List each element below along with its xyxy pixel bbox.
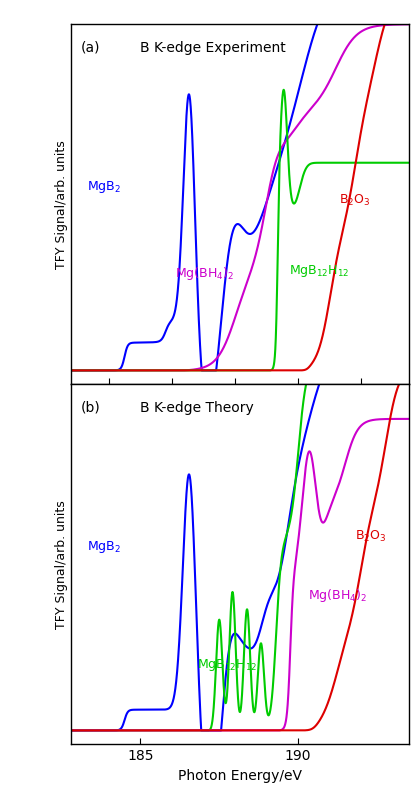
Text: B$_2$O$_3$: B$_2$O$_3$ [339, 193, 371, 209]
X-axis label: Photon Energy/eV: Photon Energy/eV [178, 769, 302, 782]
Text: MgB$_{12}$H$_{12}$: MgB$_{12}$H$_{12}$ [197, 657, 258, 673]
Text: MgB$_2$: MgB$_2$ [87, 540, 121, 556]
Text: Mg(BH$_4$)$_2$: Mg(BH$_4$)$_2$ [175, 265, 234, 282]
Text: MgB$_2$: MgB$_2$ [87, 180, 121, 196]
Text: Mg(BH$_4$)$_2$: Mg(BH$_4$)$_2$ [308, 587, 367, 604]
Text: B K-edge Theory: B K-edge Theory [141, 401, 254, 415]
Y-axis label: TFY Signal/arb. units: TFY Signal/arb. units [55, 140, 68, 269]
Text: B K-edge Experiment: B K-edge Experiment [141, 41, 286, 55]
Y-axis label: TFY Signal/arb. units: TFY Signal/arb. units [55, 500, 68, 629]
Text: (a): (a) [80, 41, 100, 55]
Text: B$_2$O$_3$: B$_2$O$_3$ [355, 529, 387, 544]
Text: (b): (b) [80, 401, 100, 415]
Text: MgB$_{12}$H$_{12}$: MgB$_{12}$H$_{12}$ [289, 262, 349, 278]
